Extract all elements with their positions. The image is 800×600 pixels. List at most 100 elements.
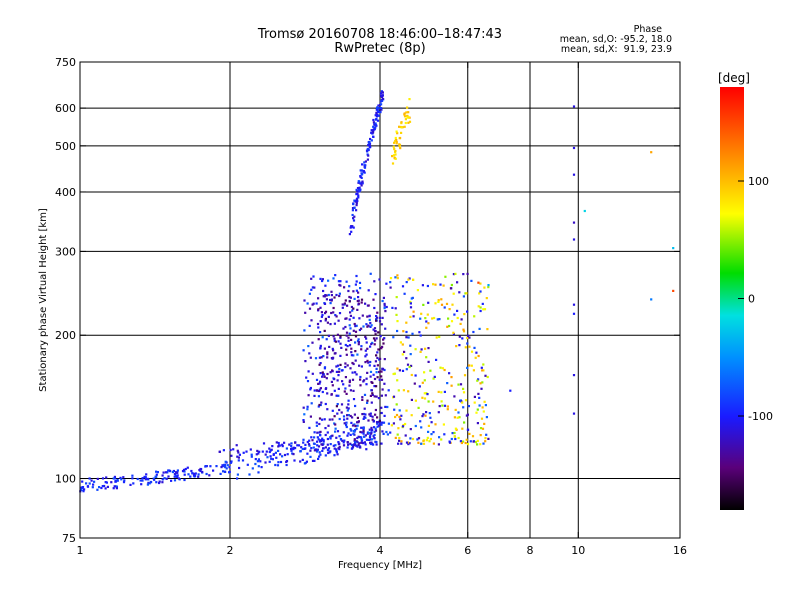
data-point [372,118,375,122]
data-point [398,415,401,418]
data-point [356,187,360,190]
data-point [374,126,377,129]
data-point [382,421,386,424]
data-point [363,161,366,164]
data-point [448,440,451,443]
data-point [428,440,431,443]
data-point [438,436,441,439]
data-point [450,437,453,441]
colorbar-tick-label: 100 [748,175,769,188]
data-point [322,439,325,442]
data-point [176,469,179,472]
data-point [373,377,377,381]
data-point [176,474,179,477]
data-point [375,118,378,121]
data-point [427,400,430,403]
y-tick-label: 600 [55,102,76,115]
data-point [373,385,376,388]
data-point [409,437,412,440]
data-point [326,356,329,359]
data-point [361,398,364,401]
data-point [346,409,349,412]
data-point [340,346,343,349]
data-point [332,444,335,447]
data-point [307,443,311,446]
data-point [427,360,430,363]
data-point [264,461,267,464]
data-point [414,374,417,377]
data-point [482,442,485,445]
data-point [378,423,381,426]
data-point [446,405,449,408]
data-point [362,325,365,328]
data-point [446,325,449,328]
data-point [374,339,377,342]
data-point [322,447,325,450]
data-point [279,453,282,456]
data-point [318,389,321,393]
data-point [371,381,374,384]
data-point [354,441,357,444]
data-point [123,479,126,482]
data-point [293,459,296,462]
data-point [380,375,383,378]
data-point [376,376,379,379]
data-point [394,276,397,279]
data-point [396,274,399,277]
data-point [229,448,232,452]
colorbar-tick-label: 0 [748,293,755,306]
data-point [193,472,196,475]
data-point [242,451,245,454]
data-point [357,196,360,199]
data-point [650,298,653,301]
data-point [355,440,358,443]
data-point [166,471,169,474]
data-point [403,292,406,295]
data-point [309,356,312,359]
data-point [301,447,304,451]
data-point [355,198,358,201]
data-point [427,322,430,325]
data-point [375,354,378,357]
data-point [458,291,461,294]
data-point [257,458,260,461]
data-point [376,114,379,117]
data-point [377,421,380,424]
data-point [256,460,259,463]
data-point [375,421,379,424]
data-point [387,389,390,392]
data-point [313,459,316,462]
data-point [262,442,266,445]
data-point [167,475,170,478]
data-point [208,474,211,477]
data-point [309,455,312,458]
data-point [290,449,293,452]
data-point [327,451,330,455]
data-point [317,445,321,448]
data-point [322,295,325,298]
data-point [362,417,365,420]
data-point [441,404,444,407]
data-point [359,430,362,434]
data-point [318,388,321,391]
data-point [443,368,446,372]
x-tick-label: 8 [527,544,534,557]
data-point [375,337,378,340]
data-point [476,439,479,442]
data-point [219,472,222,475]
data-point [318,422,321,426]
data-point [122,476,125,479]
data-point [338,292,341,295]
data-point [309,386,312,390]
data-point [283,453,287,457]
data-point [376,106,379,109]
data-point [480,366,483,369]
data-point [100,486,103,490]
data-point [351,209,354,212]
data-point [209,465,212,468]
data-point [370,401,373,404]
data-point [290,445,293,448]
data-point [321,279,324,283]
y-tick-label: 200 [55,329,76,342]
data-point [372,337,376,340]
